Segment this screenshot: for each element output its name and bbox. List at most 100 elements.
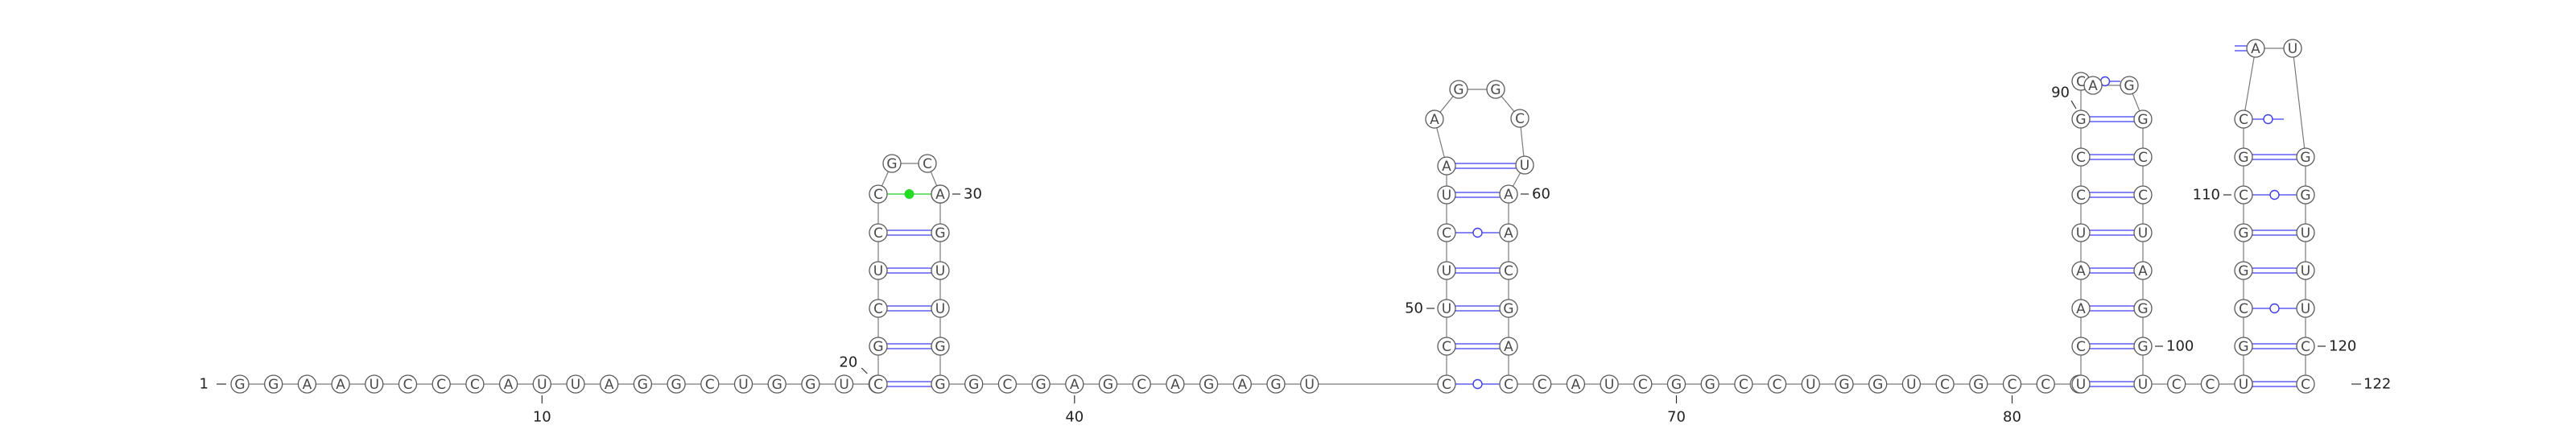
nucleotide: U: [2071, 223, 2091, 242]
nucleotide-circle: [2036, 374, 2055, 394]
nucleotide-circle: [1868, 374, 1888, 394]
nucleotide: G: [1266, 374, 1286, 394]
nucleotide-letter: U: [2288, 41, 2297, 57]
nucleotide-circle: [2234, 110, 2253, 129]
nucleotide: C: [2071, 185, 2091, 205]
nucleotide-circle: [882, 154, 902, 173]
nucleotide: G: [2133, 337, 2153, 356]
nucleotide: C: [1132, 374, 1151, 394]
nucleotide-letter: G: [2137, 112, 2148, 128]
nucleotide-circle: [498, 374, 518, 394]
nucleotide-circle: [2133, 147, 2153, 167]
nucleotide: C: [2296, 374, 2315, 394]
nucleotide-circle: [964, 374, 984, 394]
nucleotide-letter: A: [2088, 78, 2098, 94]
nucleotide-letter: U: [1604, 377, 1614, 393]
nucleotide: C: [997, 374, 1018, 394]
nucleotide: G: [230, 374, 250, 394]
nucleotide-letter: A: [1504, 225, 1513, 242]
nucleotide-circle: [997, 374, 1018, 394]
nucleotide-letter: G: [2238, 339, 2248, 355]
nucleotide-letter: C: [1442, 377, 1451, 393]
nucleotide-circle: [2083, 76, 2103, 95]
nucleotide-circle: [1437, 337, 1456, 356]
nucleotide: C: [431, 374, 451, 394]
nucleotide-letter: U: [2301, 301, 2310, 317]
nucleotide-circle: [767, 374, 786, 394]
nucleotide: U: [1600, 374, 1619, 394]
nucleotide-circle: [398, 374, 418, 394]
nucleotide-letter: C: [2076, 150, 2086, 166]
nucleotide-letter: G: [2124, 78, 2134, 94]
nucleotide: U: [2071, 374, 2091, 394]
nucleotide-letter: A: [2138, 263, 2148, 279]
position-label: 40: [1065, 409, 1084, 426]
nucleotide-circle: [2200, 374, 2220, 394]
nucleotide: G: [931, 337, 950, 356]
nucleotide: C: [1533, 374, 1552, 394]
nucleotide-circle: [1437, 261, 1456, 280]
nucleotide-circle: [1734, 374, 1753, 394]
nucleotide: A: [2246, 39, 2265, 58]
nucleotide-letter: C: [2301, 339, 2310, 355]
nucleotide: A: [2083, 76, 2103, 95]
nucleotide-circle: [1266, 374, 1286, 394]
nucleotide: G: [2296, 185, 2315, 205]
nucleotide-letter: U: [2076, 377, 2086, 393]
nucleotide-letter: G: [873, 339, 883, 355]
nucleotide-letter: C: [1940, 377, 1950, 393]
nucleotide-letter: G: [2137, 301, 2148, 317]
nucleotide: G: [869, 337, 888, 356]
nucleotide-letter: C: [873, 187, 883, 203]
nucleotide-circle: [532, 374, 551, 394]
nucleotide: C: [1935, 374, 1955, 394]
nucleotide-letter: A: [2076, 263, 2086, 279]
nucleotide: U: [1901, 374, 1922, 394]
nucleotide-letter: C: [2076, 339, 2086, 355]
nucleotide-letter: U: [2138, 377, 2148, 393]
nucleotide-circle: [1515, 155, 1534, 175]
nucleotide: G: [1031, 374, 1051, 394]
nucleotide-circle: [2120, 76, 2139, 95]
position-label: 10: [533, 409, 551, 426]
nucleotide-circle: [700, 374, 720, 394]
nucleotide-letter: C: [1638, 377, 1648, 393]
gu-pair-marker: [1472, 227, 1483, 238]
nucleotide-letter: G: [2075, 112, 2086, 128]
nucleotide: C: [2234, 110, 2253, 129]
nucleotide-letter: U: [1304, 377, 1314, 393]
nucleotide-letter: U: [2301, 225, 2310, 242]
nucleotide-letter: C: [873, 377, 883, 393]
nucleotide: A: [498, 374, 518, 394]
nucleotide-letter: U: [1806, 377, 1815, 393]
nucleotide: G: [1835, 374, 1854, 394]
base-pair-layer: [887, 45, 2297, 390]
nucleotide-circle: [1969, 374, 1988, 394]
nucleotide: G: [931, 223, 950, 242]
nucleotide-circle: [365, 374, 384, 394]
nucleotide-circle: [1499, 261, 1518, 280]
nucleotide: G: [1700, 374, 1719, 394]
nucleotide-circle: [2071, 337, 2091, 356]
nucleotide-circle: [1510, 109, 1530, 128]
nucleotide: C: [2167, 374, 2186, 394]
nucleotide-letter: G: [1490, 82, 1501, 98]
nucleotide-circle: [1835, 374, 1854, 394]
nucleotide-letter: G: [671, 377, 682, 393]
nucleotide-circle: [918, 154, 937, 173]
nucleotide-letter: G: [935, 225, 945, 242]
nucleotide: G: [264, 374, 283, 394]
nucleotide-letter: C: [2239, 301, 2248, 317]
nucleotide-circle: [2133, 185, 2153, 205]
nucleotide: C: [1633, 374, 1653, 394]
nucleotide-circle: [2296, 299, 2315, 318]
nucleotide-circle: [1801, 374, 1820, 394]
nucleotide-letter: G: [2137, 339, 2148, 355]
nucleotide-circle: [1425, 110, 1444, 129]
nucleotide-circle: [1437, 374, 1456, 394]
nucleotide-circle: [931, 337, 950, 356]
nucleotide: C: [1499, 374, 1518, 394]
nucleotide-letter: C: [2138, 150, 2148, 166]
nucleotide: U: [1437, 185, 1456, 205]
nucleotide-circle: [1633, 374, 1653, 394]
